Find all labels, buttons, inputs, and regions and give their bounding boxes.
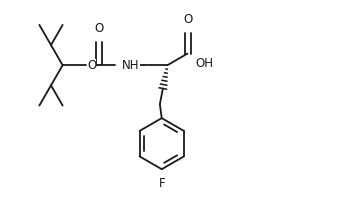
Text: F: F <box>159 177 165 190</box>
Text: OH: OH <box>196 57 214 69</box>
Text: O: O <box>94 22 103 35</box>
Text: NH: NH <box>122 59 140 72</box>
Text: O: O <box>87 59 96 72</box>
Text: O: O <box>183 13 192 26</box>
